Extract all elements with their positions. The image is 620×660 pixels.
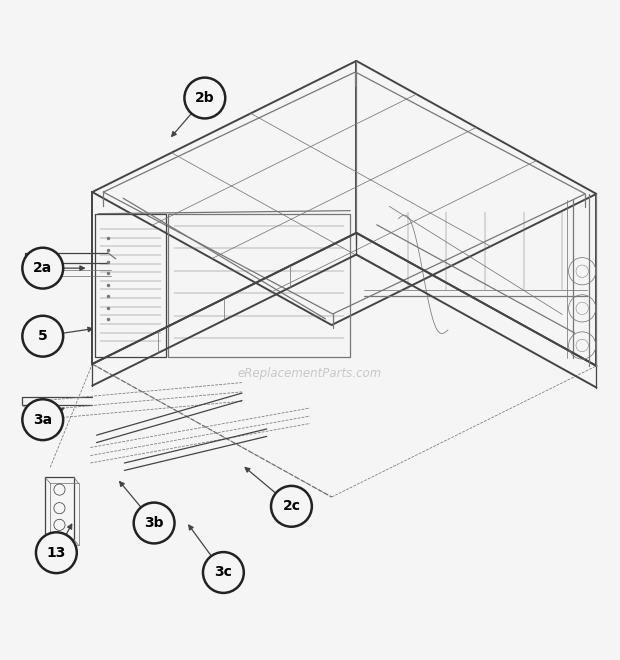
Circle shape	[271, 486, 312, 527]
Circle shape	[36, 532, 77, 573]
Circle shape	[184, 78, 225, 118]
Text: 13: 13	[46, 546, 66, 560]
Circle shape	[22, 248, 63, 288]
Circle shape	[22, 315, 63, 356]
Text: 3b: 3b	[144, 516, 164, 530]
Text: 2b: 2b	[195, 91, 215, 105]
Text: 2c: 2c	[283, 500, 301, 513]
Text: 3c: 3c	[215, 566, 232, 579]
Circle shape	[134, 503, 174, 543]
Text: eReplacementParts.com: eReplacementParts.com	[238, 367, 382, 380]
Circle shape	[203, 552, 244, 593]
Circle shape	[22, 399, 63, 440]
Text: 2a: 2a	[33, 261, 52, 275]
Text: 3a: 3a	[33, 412, 52, 427]
Text: 5: 5	[38, 329, 48, 343]
